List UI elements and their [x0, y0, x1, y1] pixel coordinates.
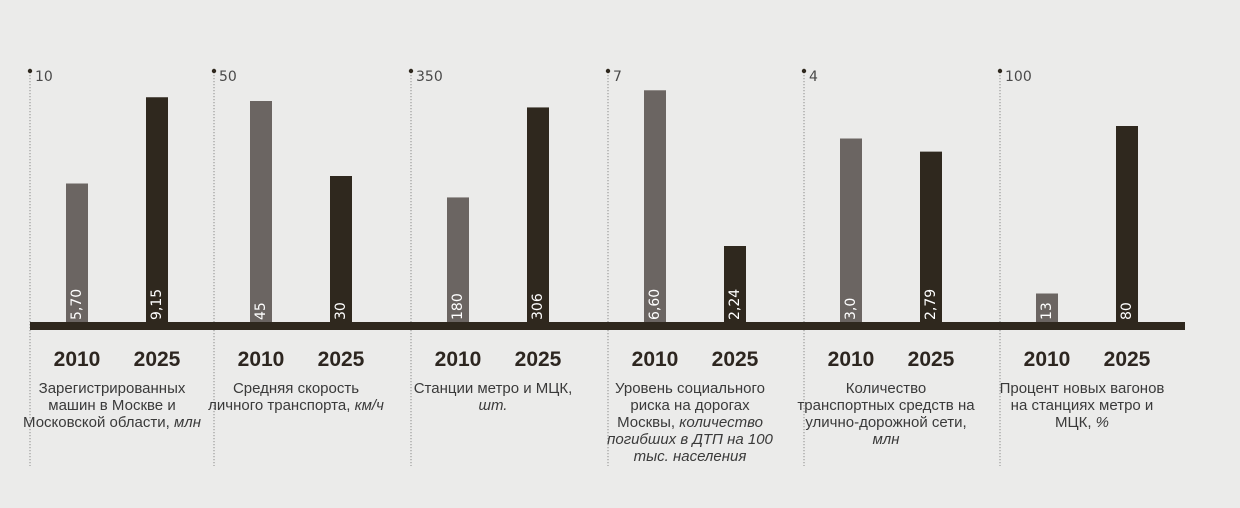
axis-max-label: 350 [416, 69, 443, 85]
caption-unit: млн [173, 414, 201, 431]
panel-caption: Станции метро и МЦК, шт. [403, 380, 583, 414]
bar-2010 [250, 101, 272, 326]
bar-2025 [330, 176, 352, 326]
bar-value-label: 2,24 [727, 289, 743, 320]
caption-unit: км/ч [354, 397, 384, 414]
bar-value-label: 5,70 [69, 289, 85, 320]
bar-value-label: 180 [450, 293, 466, 320]
caption-text: Уровень социального риска на дорогах Мос… [615, 380, 765, 431]
bar-2025 [1116, 126, 1138, 326]
caption-text: Процент новых вагонов на станциях метро … [999, 380, 1165, 431]
bar-value-label: 45 [253, 302, 269, 320]
year-label: 2025 [1104, 348, 1151, 371]
year-label: 2025 [712, 348, 759, 371]
axis-top-dot [211, 68, 217, 74]
axis-max-label: 4 [809, 69, 818, 85]
panel-caption: Уровень социального риска на дорогах Мос… [600, 380, 780, 465]
caption-text: Средняя скорость личного транспорта, [208, 380, 360, 414]
axis-top-dot [997, 68, 1003, 74]
bar-value-label: 2,79 [923, 289, 939, 320]
bar-2010 [840, 138, 862, 326]
axis-max-label: 7 [613, 69, 622, 85]
bar-value-label: 3,0 [843, 298, 859, 320]
caption-text: Количество транспортных средств на уличн… [797, 380, 975, 431]
year-label: 2010 [54, 348, 101, 371]
bar-value-label: 80 [1119, 302, 1135, 320]
caption-unit: количество погибших в ДТП на 100 тыс. на… [607, 414, 773, 465]
bar-value-label: 13 [1039, 302, 1055, 320]
caption-text: Зарегистрированных машин в Москве и Моск… [23, 380, 186, 431]
bar-2025 [920, 151, 942, 326]
axis-max-label: 10 [35, 69, 53, 85]
axis-top-dot [408, 68, 414, 74]
bar-2010 [644, 90, 666, 327]
year-label: 2025 [134, 348, 181, 371]
year-label: 2010 [632, 348, 679, 371]
year-label: 2025 [908, 348, 955, 371]
panel-caption: Зарегистрированных машин в Москве и Моск… [22, 380, 202, 431]
bar-value-label: 30 [333, 302, 349, 320]
panel-caption: Процент новых вагонов на станциях метро … [992, 380, 1172, 431]
bar-2025 [527, 107, 549, 326]
year-label: 2010 [1024, 348, 1071, 371]
axis-top-dot [27, 68, 33, 74]
bar-value-label: 306 [530, 293, 546, 320]
caption-unit: млн [872, 431, 900, 448]
year-label: 2010 [828, 348, 875, 371]
axis-max-label: 50 [219, 69, 237, 85]
year-label: 2025 [318, 348, 365, 371]
bar-2025 [146, 97, 168, 326]
caption-unit: % [1095, 414, 1109, 431]
bar-2010 [447, 197, 469, 326]
caption-unit: шт. [478, 397, 508, 414]
axis-top-dot [605, 68, 611, 74]
bar-2010 [1036, 293, 1058, 326]
axis-max-label: 100 [1005, 69, 1032, 85]
bar-2010 [66, 183, 88, 326]
year-label: 2010 [435, 348, 482, 371]
bar-value-label: 6,60 [647, 289, 663, 320]
year-label: 2025 [515, 348, 562, 371]
panel-caption: Количество транспортных средств на уличн… [796, 380, 976, 448]
panel-caption: Средняя скорость личного транспорта, км/… [206, 380, 386, 414]
baseline [30, 322, 1185, 330]
axis-top-dot [801, 68, 807, 74]
caption-text: Станции метро и МЦК, [413, 380, 573, 397]
bar-2025 [724, 246, 746, 326]
year-label: 2010 [238, 348, 285, 371]
bar-value-label: 9,15 [149, 289, 165, 320]
